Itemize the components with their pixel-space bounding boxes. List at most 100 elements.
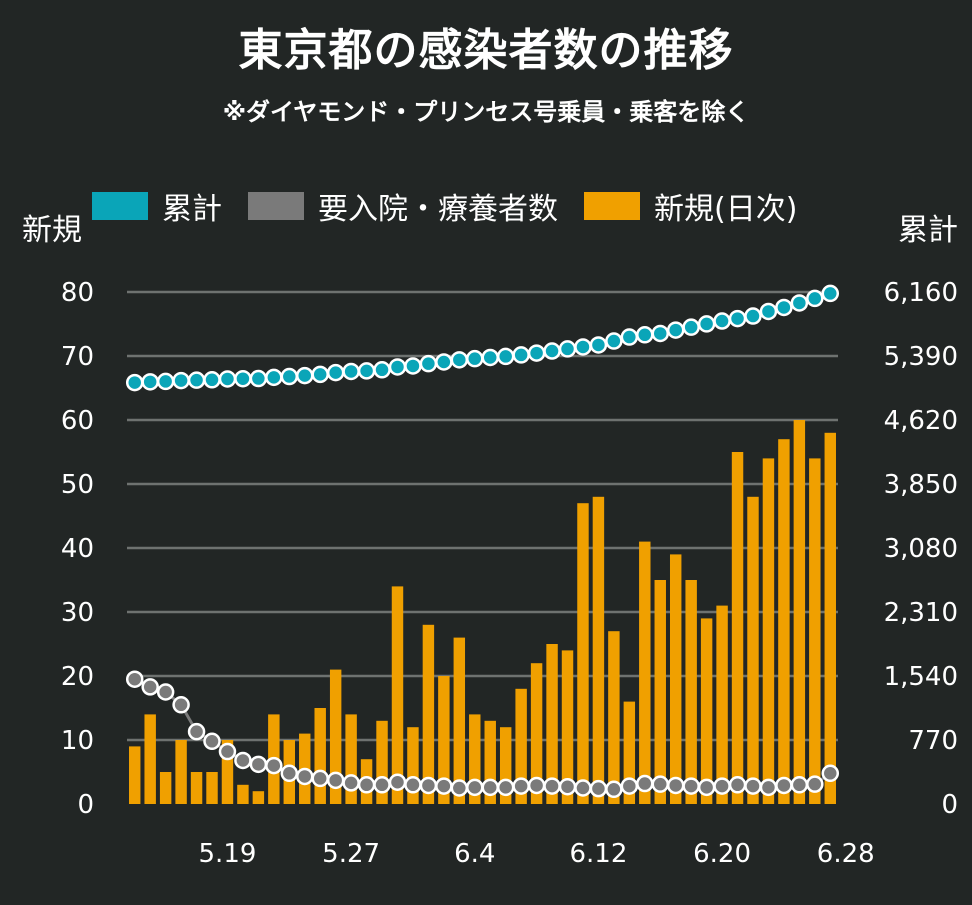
x-tick-label: 5.27 [322, 839, 380, 869]
data-point [203, 371, 221, 389]
right-tick-label: 2,310 [884, 598, 958, 628]
data-point [496, 778, 515, 797]
data-point [280, 367, 299, 386]
right-tick-label: 0 [941, 790, 958, 820]
bar [252, 791, 265, 804]
legend-swatch-hospitalized [248, 192, 304, 220]
data-point [450, 351, 469, 369]
bar [608, 631, 620, 804]
data-point [697, 315, 716, 333]
data-point [574, 779, 592, 797]
bar [438, 676, 450, 804]
hospitalized-series [125, 670, 840, 799]
bar [669, 554, 682, 804]
data-point [435, 353, 453, 371]
cumulative-series [125, 284, 840, 392]
bar [778, 439, 790, 804]
legend-item-hospitalized: 要入院・療養者数 [248, 184, 558, 228]
bar [144, 714, 156, 804]
bar [700, 618, 713, 804]
bar [469, 714, 481, 804]
data-point [249, 369, 268, 388]
left-tick-label: 60 [61, 406, 94, 436]
series-line [134, 291, 831, 385]
data-point [218, 370, 237, 388]
x-tick-label: 6.12 [569, 839, 627, 869]
axes: 0 10 20 30 40 50 60 70 80 0 770 1,540 2,310 3,080 3,85… [22, 213, 958, 869]
left-tick-label: 30 [61, 598, 94, 628]
bar [824, 432, 836, 804]
data-point [466, 778, 484, 797]
data-point [234, 369, 252, 388]
bar [654, 580, 666, 804]
data-point [574, 338, 592, 356]
data-point [620, 328, 639, 346]
bar [546, 644, 558, 804]
data-point [605, 780, 623, 799]
bar [159, 772, 172, 804]
data-point [790, 776, 809, 794]
right-tick-label: 3,080 [884, 534, 958, 564]
bar [762, 458, 775, 804]
legend-label-new: 新規(日次) [654, 192, 798, 227]
data-point [512, 346, 530, 364]
data-point [651, 775, 669, 793]
data-point [388, 358, 407, 376]
data-point [744, 777, 762, 795]
data-point [172, 371, 190, 390]
left-tick-label: 0 [77, 790, 94, 820]
legend: 累計 要入院・療養者数 新規(日次) [92, 184, 823, 228]
bar [515, 688, 527, 804]
data-point [666, 321, 685, 339]
bar [422, 624, 435, 804]
bar [237, 784, 249, 804]
data-point [419, 354, 438, 373]
data-point [527, 776, 546, 795]
bar [731, 452, 744, 804]
bar [716, 605, 728, 804]
bar [407, 727, 419, 804]
legend-label-cumulative: 累計 [162, 192, 222, 227]
legend-item-cumulative: 累計 [92, 184, 222, 228]
data-point [806, 775, 824, 793]
data-point [342, 774, 360, 792]
data-point [357, 776, 376, 794]
data-point [311, 769, 329, 788]
bar [592, 496, 605, 804]
data-point [589, 336, 608, 354]
bar [314, 708, 326, 804]
new-cases-bars [129, 420, 836, 804]
data-point [759, 778, 778, 797]
data-point [296, 366, 314, 385]
data-point [172, 696, 190, 714]
left-tick-label: 50 [61, 470, 94, 500]
x-tick-label: 6.20 [693, 839, 751, 869]
data-point [218, 742, 237, 761]
data-point [728, 776, 747, 794]
left-tick-label: 40 [61, 534, 94, 564]
data-point [404, 357, 422, 375]
data-point [450, 779, 469, 797]
data-point [481, 348, 499, 367]
data-point [512, 777, 530, 795]
data-point [296, 767, 314, 786]
data-point [636, 774, 654, 793]
bar [530, 663, 543, 804]
data-point [141, 373, 159, 391]
data-point [326, 363, 345, 382]
data-point [187, 371, 206, 389]
data-point [821, 284, 840, 303]
data-point [728, 309, 747, 328]
data-point [265, 756, 283, 775]
data-point [651, 324, 669, 343]
bar [391, 586, 404, 804]
right-tick-label: 3,850 [884, 470, 958, 500]
data-point [203, 732, 221, 751]
bar [793, 420, 806, 804]
data-point [713, 777, 731, 795]
data-point [790, 294, 809, 312]
data-point [466, 349, 484, 368]
chart-subtitle: ※ダイヤモンド・プリンセス号乗員・乗客を除く [222, 98, 750, 126]
data-point [744, 307, 762, 325]
bar [809, 458, 821, 804]
